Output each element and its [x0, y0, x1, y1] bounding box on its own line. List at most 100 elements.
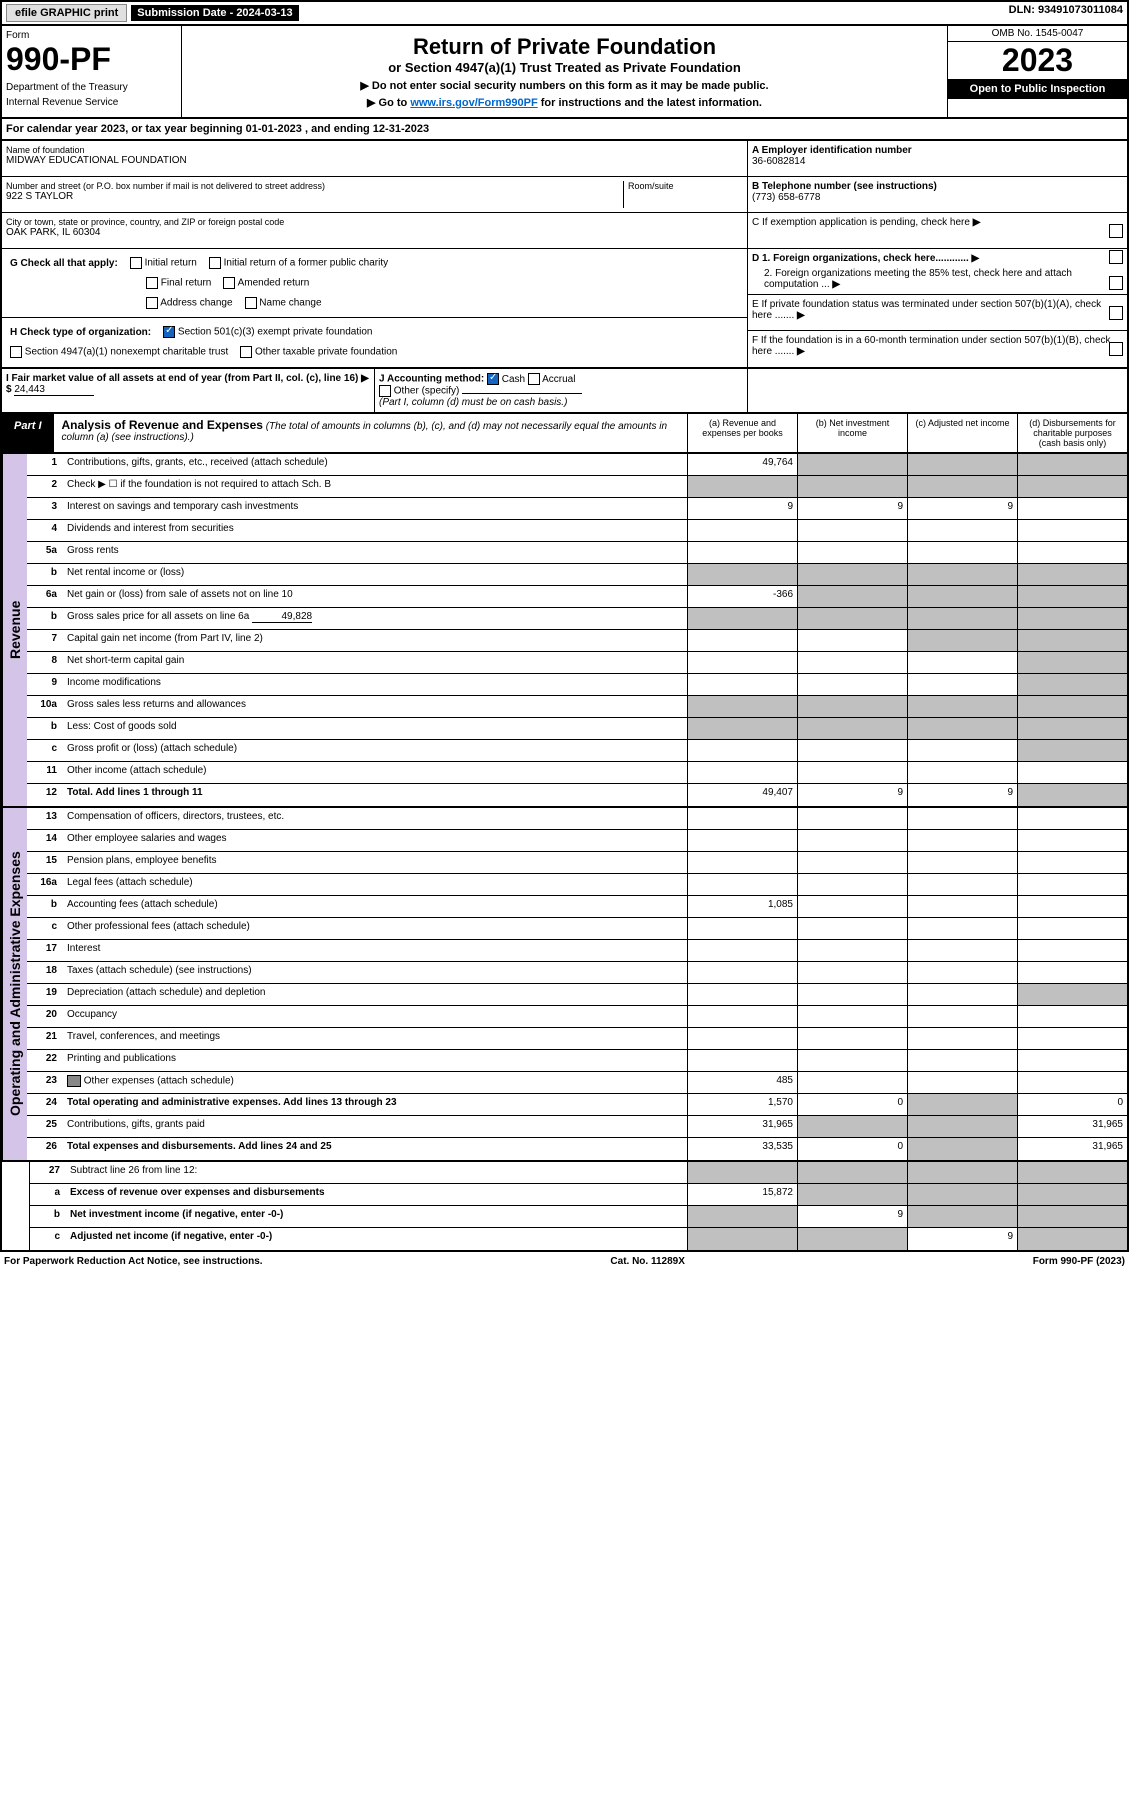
- line-10a: 10a Gross sales less returns and allowan…: [27, 696, 1127, 718]
- name-change-checkbox[interactable]: [245, 297, 257, 309]
- line-14: 14 Other employee salaries and wages: [27, 830, 1127, 852]
- line-13: 13 Compensation of officers, directors, …: [27, 808, 1127, 830]
- irs-label: Internal Revenue Service: [6, 97, 177, 108]
- addr-change-checkbox[interactable]: [146, 297, 158, 309]
- accrual-label: Accrual: [542, 374, 575, 385]
- other-method-checkbox[interactable]: [379, 385, 391, 397]
- line-20: 20 Occupancy: [27, 1006, 1127, 1028]
- other-taxable-label: Other taxable private foundation: [255, 347, 397, 358]
- part1-header: Part I Analysis of Revenue and Expenses …: [0, 414, 1129, 454]
- submission-date: Submission Date - 2024-03-13: [131, 5, 298, 21]
- name-label: Name of foundation: [6, 145, 743, 155]
- line-17: 17 Interest: [27, 940, 1127, 962]
- line-6a: 6a Net gain or (loss) from sale of asset…: [27, 586, 1127, 608]
- irs-link[interactable]: www.irs.gov/Form990PF: [410, 97, 537, 109]
- instr-goto: ▶ Go to www.irs.gov/Form990PF for instru…: [190, 96, 939, 109]
- street-address: 922 S TAYLOR: [6, 191, 623, 202]
- line-4: 4 Dividends and interest from securities: [27, 520, 1127, 542]
- revenue-side-label: Revenue: [2, 454, 27, 806]
- footer-right: Form 990-PF (2023): [1033, 1256, 1125, 1267]
- s501c3-checkbox[interactable]: [163, 326, 175, 338]
- amended-checkbox[interactable]: [223, 277, 235, 289]
- tax-year: 2023: [948, 42, 1127, 79]
- revenue-section: Revenue 1 Contributions, gifts, grants, …: [0, 454, 1129, 808]
- form-header: Form 990-PF Department of the Treasury I…: [0, 26, 1129, 119]
- top-bar: efile GRAPHIC print Submission Date - 20…: [0, 0, 1129, 26]
- initial-former-checkbox[interactable]: [209, 257, 221, 269]
- cash-checkbox[interactable]: [487, 373, 499, 385]
- line-b: b Accounting fees (attach schedule) 1,08…: [27, 896, 1127, 918]
- initial-former-label: Initial return of a former public charit…: [224, 258, 389, 269]
- initial-return-checkbox[interactable]: [130, 257, 142, 269]
- c-exemption-label: C If exemption application is pending, c…: [752, 217, 970, 228]
- addr-change-label: Address change: [160, 298, 232, 309]
- line-b: b Net rental income or (loss): [27, 564, 1127, 586]
- line-12: 12 Total. Add lines 1 through 11 49,407 …: [27, 784, 1127, 806]
- footer-left: For Paperwork Reduction Act Notice, see …: [4, 1256, 263, 1267]
- other-method-label: Other (specify): [394, 386, 460, 397]
- line-c: c Other professional fees (attach schedu…: [27, 918, 1127, 940]
- final-return-label: Final return: [161, 278, 212, 289]
- other-taxable-checkbox[interactable]: [240, 346, 252, 358]
- j-note: (Part I, column (d) must be on cash basi…: [379, 397, 567, 408]
- e-checkbox[interactable]: [1109, 306, 1123, 320]
- line-23: 23 Other expenses (attach schedule) 485: [27, 1072, 1127, 1094]
- expenses-section: Operating and Administrative Expenses 13…: [0, 808, 1129, 1162]
- line-15: 15 Pension plans, employee benefits: [27, 852, 1127, 874]
- footer-cat: Cat. No. 11289X: [610, 1256, 684, 1267]
- s4947-checkbox[interactable]: [10, 346, 22, 358]
- s501c3-label: Section 501(c)(3) exempt private foundat…: [178, 327, 373, 338]
- expenses-side-label: Operating and Administrative Expenses: [2, 808, 27, 1160]
- initial-return-label: Initial return: [145, 258, 197, 269]
- accrual-checkbox[interactable]: [528, 373, 540, 385]
- d2-checkbox[interactable]: [1109, 276, 1123, 290]
- form-title: Return of Private Foundation: [190, 34, 939, 60]
- part1-title: Analysis of Revenue and Expenses: [62, 418, 263, 432]
- line-a: a Excess of revenue over expenses and di…: [30, 1184, 1127, 1206]
- final-return-checkbox[interactable]: [146, 277, 158, 289]
- line-25: 25 Contributions, gifts, grants paid 31,…: [27, 1116, 1127, 1138]
- line-b: b Gross sales price for all assets on li…: [27, 608, 1127, 630]
- calendar-year-line: For calendar year 2023, or tax year begi…: [0, 119, 1129, 141]
- line27-section: 27 Subtract line 26 from line 12: a Exce…: [0, 1162, 1129, 1252]
- a-ein-label: A Employer identification number: [752, 145, 912, 156]
- line-1: 1 Contributions, gifts, grants, etc., re…: [27, 454, 1127, 476]
- col-a-header: (a) Revenue and expenses per books: [687, 414, 797, 452]
- g-label: G Check all that apply:: [10, 258, 118, 269]
- addr-label: Number and street (or P.O. box number if…: [6, 181, 623, 191]
- c-checkbox[interactable]: [1109, 224, 1123, 238]
- form-label: Form: [6, 30, 177, 41]
- fmv-value: 24,443: [14, 384, 94, 396]
- instr-pre: ▶ Go to: [367, 97, 410, 109]
- omb-number: OMB No. 1545-0047: [948, 26, 1127, 42]
- h-label: H Check type of organization:: [10, 327, 151, 338]
- dept-treasury: Department of the Treasury: [6, 82, 177, 93]
- line-8: 8 Net short-term capital gain: [27, 652, 1127, 674]
- entity-info: Name of foundation MIDWAY EDUCATIONAL FO…: [0, 141, 1129, 369]
- foundation-name: MIDWAY EDUCATIONAL FOUNDATION: [6, 155, 743, 166]
- instr-ssn: ▶ Do not enter social security numbers o…: [190, 79, 939, 92]
- form-number: 990-PF: [6, 41, 177, 78]
- line-21: 21 Travel, conferences, and meetings: [27, 1028, 1127, 1050]
- line-18: 18 Taxes (attach schedule) (see instruct…: [27, 962, 1127, 984]
- f-checkbox[interactable]: [1109, 342, 1123, 356]
- i-label: I Fair market value of all assets at end…: [6, 373, 358, 384]
- line-b: b Net investment income (if negative, en…: [30, 1206, 1127, 1228]
- line-c: c Gross profit or (loss) (attach schedul…: [27, 740, 1127, 762]
- d1-label: D 1. Foreign organizations, check here..…: [752, 253, 969, 264]
- line-b: b Less: Cost of goods sold: [27, 718, 1127, 740]
- phone: (773) 658-6778: [752, 192, 1123, 203]
- efile-print-button[interactable]: efile GRAPHIC print: [6, 4, 127, 22]
- ein: 36-6082814: [752, 156, 1123, 167]
- line-c: c Adjusted net income (if negative, ente…: [30, 1228, 1127, 1250]
- line-9: 9 Income modifications: [27, 674, 1127, 696]
- section-ij: I Fair market value of all assets at end…: [0, 369, 1129, 414]
- instr-post: for instructions and the latest informat…: [538, 97, 762, 109]
- line-22: 22 Printing and publications: [27, 1050, 1127, 1072]
- line-2: 2 Check ▶ ☐ if the foundation is not req…: [27, 476, 1127, 498]
- amended-label: Amended return: [238, 278, 310, 289]
- cash-label: Cash: [502, 374, 525, 385]
- d1-checkbox[interactable]: [1109, 250, 1123, 264]
- j-label: J Accounting method:: [379, 374, 484, 385]
- attachment-icon[interactable]: [67, 1075, 81, 1087]
